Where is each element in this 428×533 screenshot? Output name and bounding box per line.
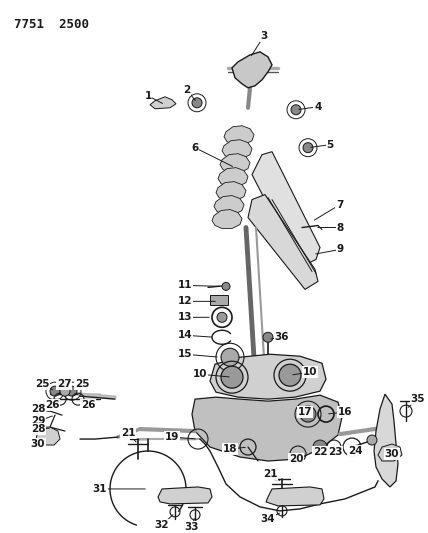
Text: 27: 27 (56, 379, 71, 389)
Text: 28: 28 (31, 424, 45, 434)
Text: 30: 30 (385, 449, 399, 459)
Circle shape (60, 386, 70, 396)
Text: 2: 2 (183, 85, 190, 95)
Polygon shape (374, 394, 398, 487)
Text: 7751  2500: 7751 2500 (14, 18, 89, 31)
Polygon shape (36, 427, 60, 445)
Text: 32: 32 (155, 520, 169, 530)
Circle shape (222, 282, 230, 290)
Polygon shape (214, 196, 244, 215)
FancyBboxPatch shape (210, 295, 228, 305)
Polygon shape (378, 444, 402, 461)
Circle shape (279, 364, 301, 386)
Text: 5: 5 (327, 140, 333, 150)
Circle shape (263, 332, 273, 342)
Circle shape (300, 406, 316, 422)
Circle shape (291, 105, 301, 115)
Text: 23: 23 (328, 447, 342, 457)
Text: 18: 18 (223, 444, 237, 454)
Text: 9: 9 (336, 245, 344, 254)
Text: 12: 12 (178, 296, 192, 306)
Text: 21: 21 (121, 428, 135, 438)
Text: 22: 22 (313, 447, 327, 457)
Text: 6: 6 (191, 143, 199, 152)
Polygon shape (218, 168, 248, 187)
Polygon shape (212, 209, 242, 229)
Text: 15: 15 (178, 349, 192, 359)
Text: 34: 34 (261, 514, 275, 524)
Text: 26: 26 (45, 400, 59, 410)
Text: 29: 29 (31, 416, 45, 426)
Polygon shape (150, 97, 176, 109)
Text: 21: 21 (263, 469, 277, 479)
Polygon shape (210, 354, 326, 399)
Polygon shape (158, 487, 212, 504)
Text: 8: 8 (336, 222, 344, 232)
Text: 33: 33 (185, 522, 199, 532)
Polygon shape (252, 152, 320, 268)
Polygon shape (220, 154, 250, 173)
Circle shape (192, 98, 202, 108)
Text: 10: 10 (303, 367, 317, 377)
Circle shape (67, 386, 77, 396)
Circle shape (217, 312, 227, 322)
Polygon shape (222, 140, 252, 159)
Text: 25: 25 (35, 379, 49, 389)
Text: 7: 7 (336, 199, 344, 209)
Text: 28: 28 (31, 404, 45, 414)
Circle shape (303, 143, 313, 152)
Text: 35: 35 (411, 394, 425, 404)
Text: 14: 14 (178, 330, 192, 340)
Text: 16: 16 (338, 407, 352, 417)
Polygon shape (192, 395, 342, 461)
Circle shape (367, 435, 377, 445)
Text: 25: 25 (75, 379, 89, 389)
Text: 31: 31 (93, 484, 107, 494)
Polygon shape (224, 126, 254, 144)
Polygon shape (232, 52, 272, 88)
Text: 24: 24 (348, 446, 363, 456)
Circle shape (221, 348, 239, 366)
Polygon shape (248, 195, 318, 289)
Text: 13: 13 (178, 312, 192, 322)
Text: 10: 10 (193, 369, 207, 379)
Text: 1: 1 (144, 91, 152, 101)
Text: 20: 20 (289, 454, 303, 464)
Circle shape (212, 308, 232, 327)
Text: 36: 36 (275, 332, 289, 342)
Text: 17: 17 (298, 407, 312, 417)
Text: 30: 30 (31, 439, 45, 449)
Circle shape (221, 366, 243, 388)
Text: 11: 11 (178, 280, 192, 290)
Text: 26: 26 (81, 400, 95, 410)
Text: 4: 4 (314, 102, 322, 112)
Circle shape (50, 386, 60, 396)
Text: 3: 3 (260, 31, 268, 41)
Polygon shape (216, 182, 246, 200)
Circle shape (313, 440, 327, 454)
Text: 19: 19 (165, 432, 179, 442)
Polygon shape (266, 487, 324, 506)
